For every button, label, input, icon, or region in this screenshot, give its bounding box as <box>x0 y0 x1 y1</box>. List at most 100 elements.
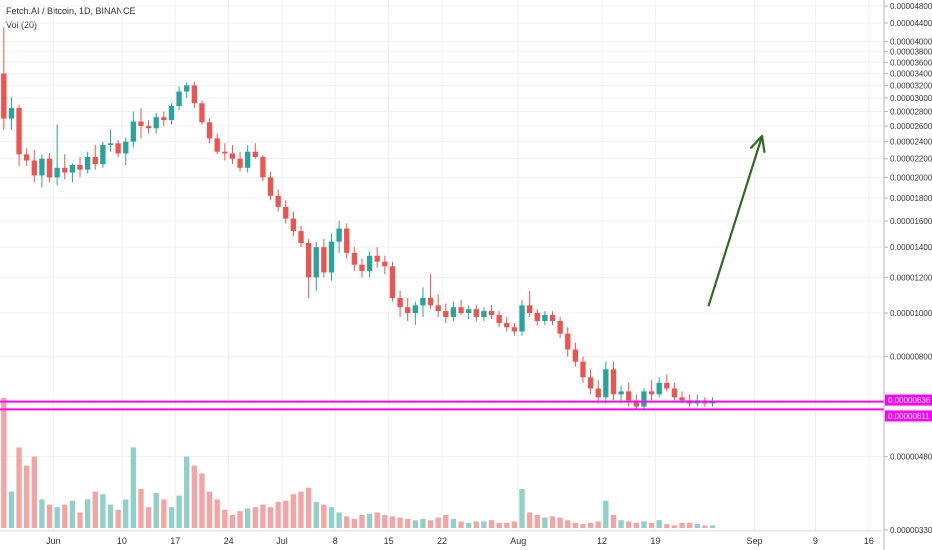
price-tick-label: 0.00003800 <box>890 48 932 57</box>
candle-body <box>169 106 174 120</box>
candle-body <box>306 243 311 277</box>
candle-body <box>352 253 357 265</box>
candle-body <box>359 265 364 271</box>
volume-bar <box>39 499 44 528</box>
volume-bar <box>466 523 471 528</box>
candle-body <box>85 157 90 170</box>
level-badge-label: 0.00000611 <box>888 412 930 421</box>
price-tick-label: 0.00001200 <box>890 273 932 282</box>
level-badge-label: 0.00000636 <box>888 396 931 405</box>
price-tick-label: 0.00002600 <box>890 122 932 131</box>
volume-bar <box>321 505 326 528</box>
candle-body <box>222 152 227 154</box>
volume-bar <box>115 510 120 528</box>
candle-body <box>527 305 532 313</box>
volume-bar <box>489 520 494 528</box>
candle-body <box>405 307 410 313</box>
candle-body <box>618 391 623 394</box>
price-axis[interactable]: 0.00004800 0.00004400 0.000040000.00003800… <box>884 0 932 550</box>
volume-bar <box>535 515 540 528</box>
volume-bar <box>474 522 479 529</box>
candle-body <box>496 315 501 323</box>
candle-body <box>62 168 67 173</box>
candle-body <box>54 168 59 178</box>
volume-bar <box>451 519 456 528</box>
volume-bar <box>352 519 357 528</box>
candle-body <box>535 313 540 321</box>
volume-bar <box>504 523 509 528</box>
volume-bar <box>557 518 562 528</box>
volume-bar <box>710 525 715 528</box>
volume-bar <box>336 512 341 528</box>
candle-body <box>253 152 258 157</box>
candle-body <box>161 117 166 120</box>
date-tick-label: 22 <box>437 536 447 546</box>
candle-body <box>192 85 197 103</box>
date-tick-label: 8 <box>333 536 338 546</box>
price-tick-label: 0.00000800 <box>890 353 932 362</box>
volume-bar <box>9 492 14 528</box>
volume-bar <box>1 398 6 528</box>
volume-bar <box>237 511 242 528</box>
date-tick-label: 19 <box>650 536 660 546</box>
date-axis[interactable]: Jun 10 17 24 Jul 8 15 22 Aug 12 19 Sep 9 16 <box>0 531 884 546</box>
price-tick-label: 0.00002000 <box>890 173 932 182</box>
candle-body <box>184 85 189 91</box>
volume-bar <box>588 523 593 528</box>
volume-bar <box>131 447 136 528</box>
candle-body <box>298 231 303 243</box>
volume-bar <box>85 499 90 528</box>
volume-bar <box>169 507 174 528</box>
volume-bar <box>306 488 311 528</box>
volume-bar <box>100 494 105 528</box>
candle-body <box>397 298 402 307</box>
candle-body <box>588 377 593 388</box>
candle-body <box>1 73 6 118</box>
candle-body <box>47 159 52 178</box>
volume-bar <box>550 516 555 528</box>
date-tick-label: 10 <box>117 536 127 546</box>
price-tick-label: 0.00003600 <box>890 58 932 67</box>
volume-bar <box>367 514 372 528</box>
volume-bar <box>253 507 258 528</box>
volume-bar <box>314 502 319 528</box>
volume-bar <box>565 520 570 528</box>
candle-body <box>9 108 14 119</box>
candle-body <box>420 298 425 305</box>
volume-bar <box>154 493 159 528</box>
volume-bar <box>245 509 250 529</box>
volume-bar <box>283 501 288 528</box>
candle-body <box>207 122 212 138</box>
candle-body <box>344 229 349 253</box>
volume-bar <box>641 522 646 529</box>
volume-bar <box>230 515 235 528</box>
volume-bar <box>420 519 425 528</box>
volume-bar <box>70 501 75 528</box>
volume-bar <box>199 473 204 528</box>
candle-body <box>16 108 21 154</box>
candle-body <box>123 142 128 154</box>
candle-body <box>474 309 479 317</box>
volume-bar <box>657 520 662 528</box>
candle-body <box>215 138 220 151</box>
candle-body <box>138 122 143 126</box>
candle-body <box>550 315 555 321</box>
volume-bar <box>146 507 151 528</box>
volume-bar <box>626 522 631 529</box>
volume-bar <box>496 523 501 528</box>
volume-bar <box>542 518 547 528</box>
volume-bar <box>527 512 532 528</box>
candle-body <box>237 159 242 168</box>
price-tick-label: 0.00003200 <box>890 81 932 90</box>
volume-bar <box>618 520 623 528</box>
candle-body <box>32 160 37 175</box>
candle-body <box>268 177 273 195</box>
candle-body <box>260 157 265 177</box>
volume-bar <box>397 518 402 528</box>
volume-bar <box>664 524 669 528</box>
candle-body <box>115 143 120 153</box>
candle-body <box>108 143 113 145</box>
volume-bar <box>329 507 334 528</box>
candle-body <box>77 165 82 170</box>
